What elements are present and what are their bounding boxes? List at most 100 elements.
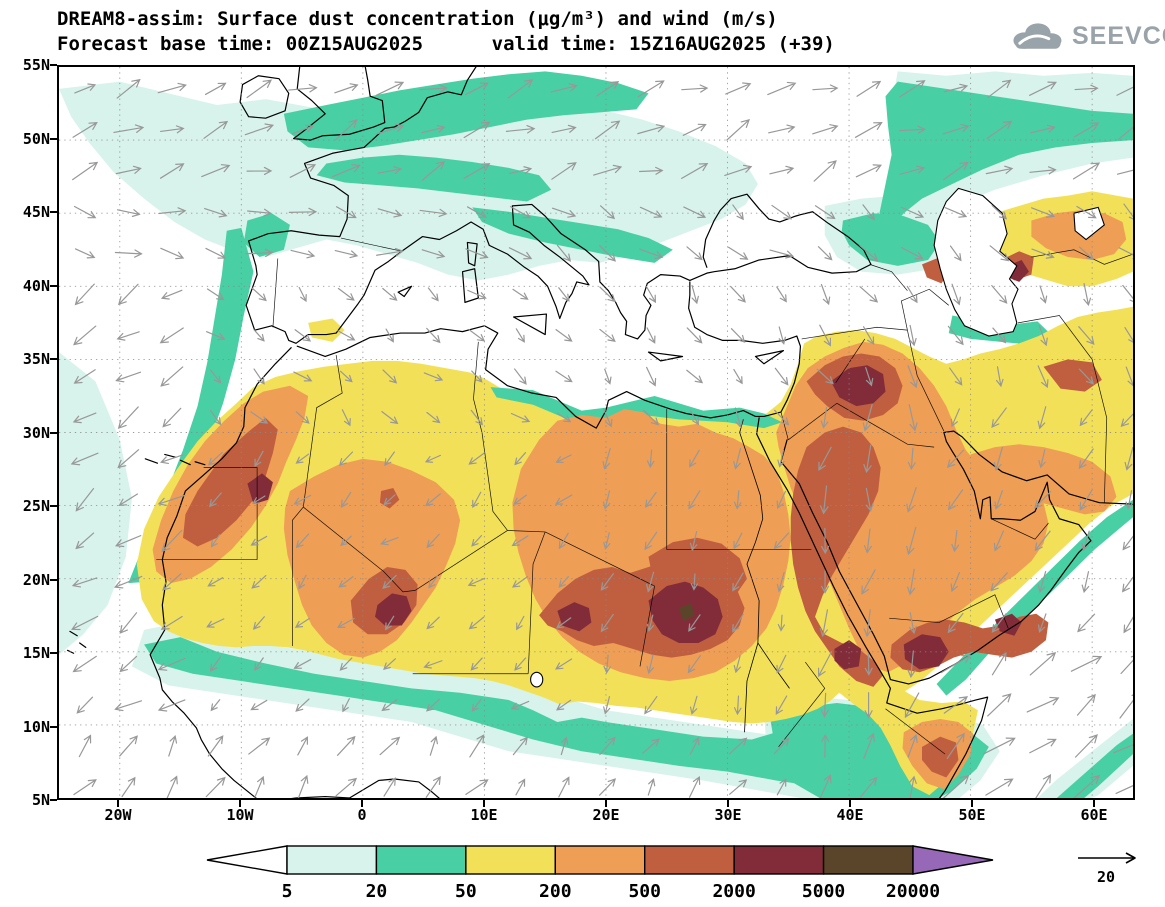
lake-chad	[531, 672, 543, 687]
colorbar-threshold-label: 20	[366, 881, 388, 902]
colorbar-segment-under5	[206, 845, 288, 875]
seas-layer	[531, 188, 1105, 687]
dust-region-200-500	[283, 458, 461, 658]
colorbar-legend: 5 20 50 200 500 2000 5000 20000	[205, 843, 995, 907]
dust-region-20-50	[243, 213, 290, 258]
lon-tick-label: 10W	[226, 806, 254, 824]
lat-tick-label: 15N	[22, 644, 50, 662]
colorbar-segment	[554, 845, 646, 875]
colorbar-threshold-label: 5	[282, 881, 293, 902]
lon-tick-label: 20E	[592, 806, 620, 824]
coastlines	[68, 67, 1133, 798]
dust-region-20-50	[472, 207, 673, 263]
cyprus-island	[755, 351, 783, 364]
coastline-ireland	[240, 76, 289, 118]
lon-tick-label: 40E	[836, 806, 864, 824]
lat-tick-label: 45N	[22, 203, 50, 221]
map-plot-area	[57, 65, 1135, 800]
lat-tick-mark	[50, 505, 57, 507]
dust-region-5-20	[1037, 719, 1133, 798]
dust-region-20-50	[841, 213, 941, 266]
wind-arrows	[70, 78, 1133, 798]
dust-region-2000-5000	[830, 365, 886, 407]
lat-tick-mark	[50, 137, 57, 140]
dust-region-20-50	[1056, 733, 1133, 798]
dust-region-500-2000	[921, 736, 959, 778]
dust-region-2000-5000	[247, 473, 273, 505]
logo-text: SEEVCCC	[1072, 21, 1165, 50]
crete-island	[649, 352, 683, 361]
lat-tick-label: 10N	[22, 717, 50, 736]
wind-vector-layer	[70, 78, 1133, 798]
dust-region-5000-20000	[678, 603, 695, 622]
lat-tick-mark	[50, 431, 57, 434]
colorbar: 5 20 50 200 500 2000 5000 20000	[206, 845, 994, 902]
wind-reference-arrow: 20	[1078, 852, 1136, 886]
lat-tick-mark	[50, 211, 57, 213]
coastline-britain	[294, 67, 385, 140]
lon-tick-mark	[971, 800, 973, 807]
colorbar-threshold-label: 500	[628, 881, 661, 902]
dust-region-2000-5000	[375, 593, 412, 626]
canary-islands	[145, 454, 205, 464]
dust-region-20-50	[879, 81, 1133, 228]
lon-tick-mark	[1093, 800, 1095, 807]
lat-tick-label: 40N	[22, 276, 50, 295]
wind-reference: 20	[1072, 845, 1152, 891]
lon-tick-label: 0	[357, 806, 367, 824]
lon-tick-mark	[605, 800, 607, 807]
lat-tick-mark	[50, 652, 57, 654]
colorbar-segment	[286, 845, 378, 875]
corsica-island	[467, 242, 477, 265]
dust-region-20-50	[144, 637, 898, 796]
seevccc-logo: SEEVCCC	[1008, 16, 1165, 56]
colorbar-segment	[644, 845, 735, 875]
lat-tick-mark	[50, 799, 57, 801]
wind-reference-label: 20	[1097, 868, 1115, 886]
lon-tick-mark	[361, 800, 363, 807]
colorbar-threshold-label: 50	[455, 881, 477, 902]
lon-tick-mark	[849, 800, 851, 807]
sardinia-island	[463, 269, 479, 303]
lon-tick-label: 20W	[104, 806, 132, 824]
lat-tick-label: 35N	[22, 350, 50, 368]
dust-region-500-2000	[790, 426, 884, 687]
dust-region-20-50	[283, 71, 649, 151]
nile-river	[740, 419, 790, 732]
lon-tick-label: 10E	[470, 806, 498, 824]
lat-tick-label: 55N	[22, 56, 50, 74]
colorbar-threshold-label: 20000	[886, 881, 940, 902]
balearic-islands	[398, 286, 411, 296]
lat-tick-label: 50N	[22, 129, 50, 148]
lon-tick-mark	[483, 800, 485, 807]
dust-region-500-2000	[1043, 359, 1102, 392]
colorbar-segment	[465, 845, 556, 875]
lat-tick-label: 25N	[22, 497, 50, 515]
lat-tick-label: 20N	[22, 570, 50, 589]
chart-subtitle: Forecast base time: 00Z15AUG2025 valid t…	[57, 33, 835, 55]
lat-tick-label: 30N	[22, 423, 50, 442]
lat-tick-mark	[50, 725, 57, 728]
colorbar-threshold-label: 2000	[712, 881, 755, 902]
dust-region-20-50	[128, 227, 254, 584]
coastline-europe	[246, 67, 871, 343]
colorbar-threshold-label: 200	[539, 881, 572, 902]
lon-tick-label: 50E	[958, 806, 986, 824]
colorbar-segment	[375, 845, 467, 875]
dust-region-2000-5000	[834, 640, 862, 670]
lat-tick-label: 5N	[31, 791, 50, 809]
lon-tick-mark	[239, 800, 241, 807]
cloud-logo-icon	[1013, 23, 1062, 49]
lat-tick-mark	[50, 358, 57, 360]
lat-tick-mark	[50, 578, 57, 581]
dust-region-5-20	[59, 352, 132, 655]
lon-tick-label: 60E	[1080, 806, 1108, 824]
lon-tick-label: 30E	[714, 806, 742, 824]
caspian-sea	[934, 188, 1018, 336]
aral-sea	[1074, 207, 1104, 239]
lat-tick-mark	[50, 64, 57, 66]
lon-tick-mark	[117, 800, 119, 807]
colorbar-segment	[822, 845, 914, 875]
sicily-island	[514, 314, 547, 334]
